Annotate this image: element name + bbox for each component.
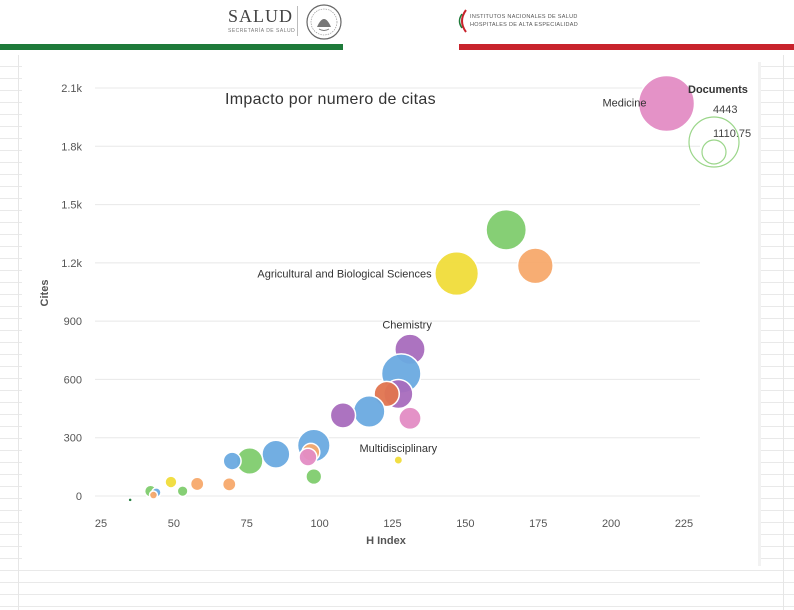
bubble-annotation: Agricultural and Biological Sciences: [257, 269, 432, 281]
legend-title: Documents: [688, 84, 748, 96]
x-tick-label: 175: [529, 518, 547, 530]
y-tick-label: 1.8k: [61, 141, 82, 153]
data-bubble: [148, 490, 159, 500]
data-bubble: [127, 497, 133, 503]
salud-logo-text: SALUD: [228, 6, 294, 26]
y-axis-ticks: 0 300 600 900 1.2k 1.5k 1.8k 2.1k: [61, 83, 82, 503]
slide-header: SALUD SECRETARÍA DE SALUD INSTITUTOS NAC…: [0, 0, 794, 55]
y-tick-label: 0: [76, 491, 82, 503]
data-bubble: [352, 395, 386, 428]
y-tick-label: 600: [64, 374, 82, 386]
institutos-logo: INSTITUTOS NACIONALES DE SALUD HOSPITALE…: [456, 6, 596, 36]
x-tick-label: 100: [310, 518, 328, 530]
institutos-emblem-icon: [458, 9, 467, 33]
x-tick-label: 50: [168, 518, 180, 530]
mexico-seal-icon: [306, 4, 342, 40]
legend-small-circle: [701, 139, 727, 165]
data-bubble: [516, 247, 554, 285]
bubble-annotation: Multidisciplinary: [360, 443, 438, 455]
institutos-logo-line2: HOSPITALES DE ALTA ESPECIALIDAD: [470, 22, 579, 28]
y-tick-label: 900: [64, 316, 82, 328]
data-bubble: [261, 439, 291, 469]
y-tick-label: 300: [64, 433, 82, 445]
data-bubble: [485, 208, 528, 251]
chart-card-shadow: [758, 62, 761, 566]
x-axis-ticks: 25 50 75 100 125 150 175 200 225: [95, 518, 693, 530]
data-bubble: [637, 74, 696, 133]
chart-bubbles: [127, 74, 696, 503]
data-bubble: [398, 406, 422, 431]
y-tick-label: 1.2k: [61, 258, 82, 270]
chart-grid: [95, 87, 700, 497]
bubble-annotation: Chemistry: [382, 319, 432, 331]
data-bubble: [189, 476, 205, 492]
y-tick-label: 2.1k: [61, 83, 82, 95]
x-tick-label: 125: [383, 518, 401, 530]
header-green-bar: [0, 44, 343, 50]
margin-line-right: [783, 55, 784, 610]
data-bubble: [305, 467, 323, 486]
x-tick-label: 200: [602, 518, 620, 530]
data-bubble: [176, 485, 189, 498]
y-tick-label: 1.5k: [61, 200, 82, 212]
data-bubble: [164, 475, 178, 489]
bubble-size-legend: Documents 4443 1110.75: [688, 84, 751, 168]
salud-logo-subtext: SECRETARÍA DE SALUD: [228, 28, 296, 34]
bubble-annotation: Medicine: [602, 98, 646, 110]
legend-small-value: 1110.75: [713, 128, 751, 140]
data-bubble: [298, 447, 318, 467]
legend-large-value: 4443: [713, 104, 737, 116]
salud-logo: SALUD SECRETARÍA DE SALUD: [218, 4, 300, 38]
data-bubble: [393, 455, 404, 466]
header-red-bar: [459, 44, 794, 50]
x-tick-label: 150: [456, 518, 474, 530]
y-axis-label: Cites: [39, 280, 51, 307]
legend-large-circle: [688, 116, 740, 168]
data-bubble: [221, 476, 237, 492]
data-bubble: [434, 250, 480, 297]
logo-separator: [297, 6, 298, 36]
x-tick-label: 75: [241, 518, 253, 530]
slide-title: Impacto por numero de citas: [225, 91, 436, 108]
x-tick-label: 225: [675, 518, 693, 530]
x-axis-label: H Index: [366, 535, 407, 547]
margin-line-left: [18, 55, 19, 610]
institutos-logo-line1: INSTITUTOS NACIONALES DE SALUD: [470, 14, 578, 20]
x-tick-label: 25: [95, 518, 107, 530]
data-bubble: [329, 402, 357, 429]
data-bubble: [222, 451, 242, 471]
chart-annotations: Medicine Agricultural and Biological Scie…: [257, 98, 646, 456]
